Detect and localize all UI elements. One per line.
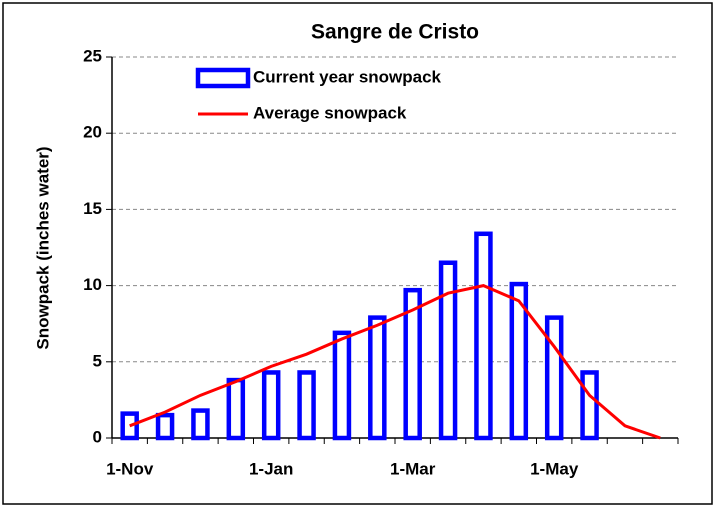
y-tick-label: 5 [93,351,102,370]
legend-swatch [195,67,251,89]
line [129,284,661,440]
x-tick-label: 1-Mar [390,459,436,478]
y-tick-label: 25 [83,46,102,65]
bar [544,315,564,441]
bar [332,330,352,441]
bar [226,377,246,441]
bar [403,287,422,441]
y-axis-label: Snowpack (inches water) [33,146,52,349]
bar [438,260,458,441]
chart-title: Sangre de Cristo [311,21,479,44]
legend-label: Average snowpack [253,103,407,122]
y-tick-label: 10 [83,275,102,294]
y-tick-label: 15 [83,199,102,218]
x-tick-label: 1-Jan [249,459,293,478]
y-tick-label: 20 [83,123,102,142]
bar [474,231,493,441]
bar [509,281,529,441]
x-tick-label: 1-Nov [106,459,154,478]
bar [191,408,210,441]
bar [580,370,599,441]
bar [297,370,316,441]
y-tick-label: 0 [93,427,102,446]
bar [155,412,175,441]
bar [368,315,387,441]
legend-label: Current year snowpack [253,67,442,86]
x-tick-label: 1-May [530,459,579,478]
bar [261,370,281,441]
